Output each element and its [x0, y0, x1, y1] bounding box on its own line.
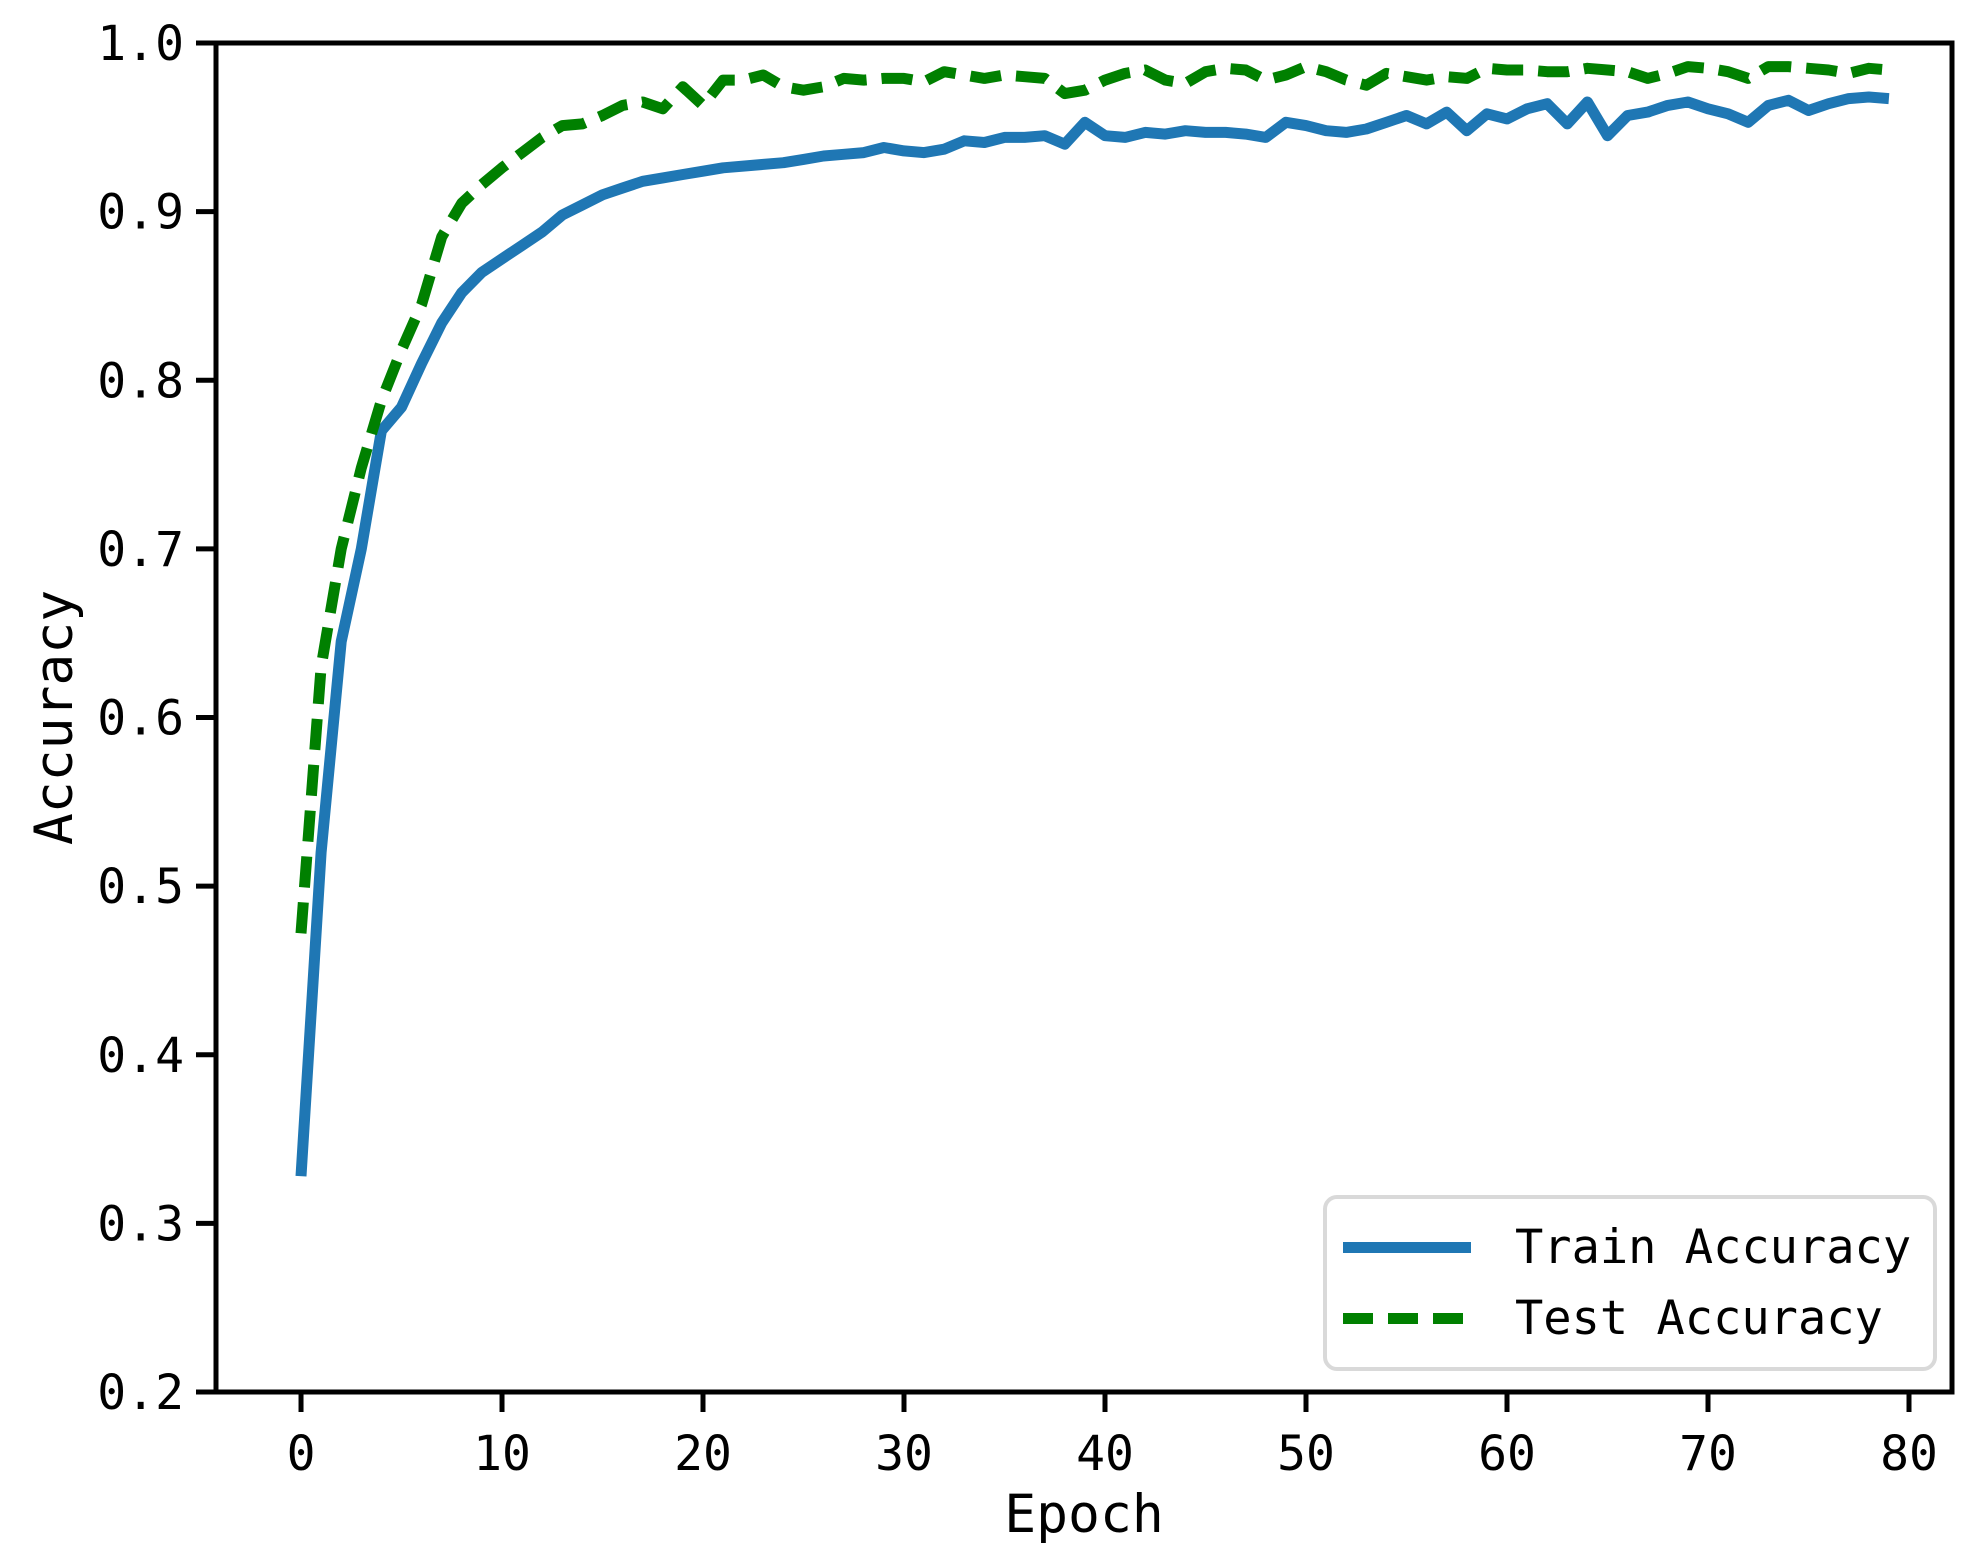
x-axis-tick-label: 30 — [875, 1426, 933, 1482]
test-accuracy-legend-line — [1343, 1313, 1471, 1325]
x-axis-tick-label: 60 — [1478, 1426, 1536, 1482]
y-axis-tick-label: 0.3 — [97, 1196, 184, 1252]
y-axis-tick-label: 0.4 — [97, 1028, 184, 1084]
train-accuracy-legend-line — [1343, 1241, 1471, 1253]
x-axis-label: Epoch — [1004, 1484, 1164, 1545]
y-axis-tick-label: 1.0 — [97, 16, 184, 72]
x-axis-tick-label: 0 — [287, 1426, 316, 1482]
y-axis-tick-label: 0.5 — [97, 859, 184, 915]
y-axis-label: Accuracy — [24, 590, 85, 845]
x-axis-tick-label: 70 — [1679, 1426, 1737, 1482]
y-axis-tick-label: 0.9 — [97, 185, 184, 241]
train-accuracy-line — [295, 91, 1890, 1177]
test-accuracy-legend-label: Test Accuracy — [1515, 1291, 1883, 1347]
train-accuracy-legend-label: Train Accuracy — [1515, 1219, 1912, 1275]
x-axis-tick-label: 50 — [1277, 1426, 1335, 1482]
legend-item-train-accuracy: Train Accuracy — [1343, 1224, 1933, 1271]
legend-item-test-accuracy: Test Accuracy — [1343, 1295, 1933, 1342]
legend: Train Accuracy Test Accuracy — [1323, 1195, 1937, 1371]
plot-border — [213, 40, 1955, 1395]
y-axis-tick-label: 0.2 — [97, 1365, 184, 1421]
y-axis-tick-label: 0.6 — [97, 691, 184, 747]
test-accuracy-line — [295, 61, 1890, 934]
y-axis-tick-label: 0.7 — [97, 522, 184, 578]
x-axis-tick-label: 20 — [674, 1426, 732, 1482]
x-axis-tick-label: 40 — [1076, 1426, 1134, 1482]
y-axis-tick-label: 0.8 — [97, 353, 184, 409]
x-axis-tick-label: 80 — [1880, 1426, 1938, 1482]
x-axis-tick-label: 10 — [473, 1426, 531, 1482]
